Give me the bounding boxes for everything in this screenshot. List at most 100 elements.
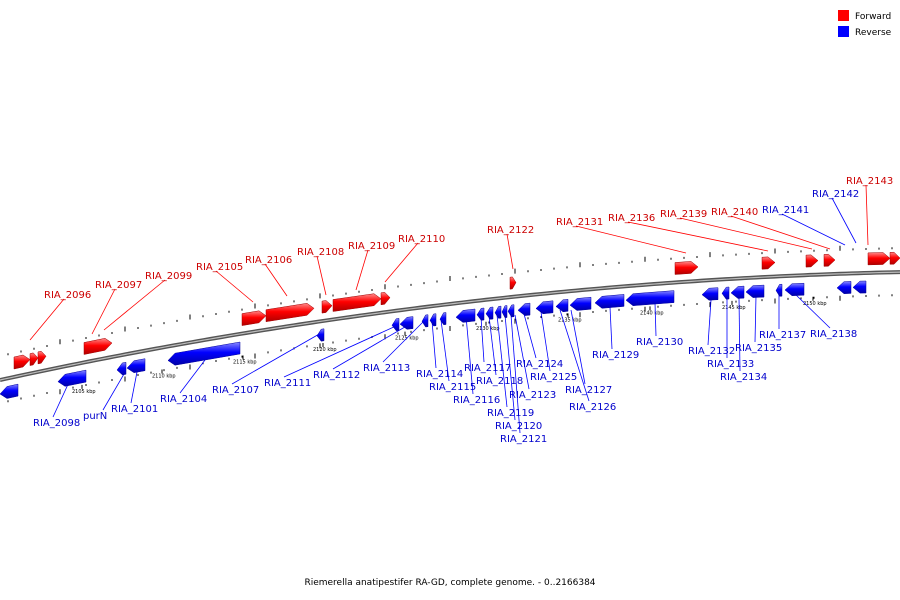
label-RIA_2112: RIA_2112	[313, 370, 360, 381]
leader-RIA_2119	[496, 314, 508, 408]
forward-15-gene	[889, 251, 900, 265]
label-RIA_2101: RIA_2101	[111, 404, 158, 415]
reverse-27-gene	[775, 283, 783, 297]
forward-13-gene	[823, 253, 836, 267]
legend: Forward Reverse	[838, 10, 892, 38]
leader-RIA_2105	[215, 270, 254, 303]
label-RIA_2131: RIA_2131	[556, 217, 603, 228]
label-RIA_2124: RIA_2124	[516, 359, 563, 370]
label-RIA_2126: RIA_2126	[569, 402, 616, 413]
label-RIA_2111: RIA_2111	[264, 378, 311, 389]
backbone-highlight	[0, 271, 900, 381]
label-RIA_2119: RIA_2119	[487, 408, 534, 419]
leader-RIA_2113	[382, 319, 426, 363]
forward-3-gene	[83, 338, 113, 355]
label-RIA_2135: RIA_2135	[735, 343, 782, 354]
forward-14-gene	[867, 252, 891, 266]
leader-RIA_2126	[559, 309, 590, 402]
label-RIA_2127: RIA_2127	[565, 385, 612, 396]
leader-RIA_2117	[480, 316, 485, 363]
legend-label-reverse: Reverse	[855, 28, 892, 38]
label-RIA_2121: RIA_2121	[500, 434, 547, 445]
leader-RIA_2141	[781, 213, 846, 246]
reverse-16-gene	[507, 304, 515, 318]
reverse-0-gene	[0, 383, 19, 399]
leader-RIA_2120	[504, 314, 516, 421]
reverse-24-gene	[721, 286, 730, 300]
label-RIA_2139: RIA_2139	[660, 209, 707, 220]
reverse-17-gene	[517, 302, 531, 316]
genome-caption: Riemerella anatipestifer RA-GD, complete…	[304, 578, 596, 588]
reverse-1-gene	[57, 369, 87, 387]
leader-RIA_2122	[506, 233, 514, 270]
leader-RIA_2121	[510, 314, 521, 434]
reverse-28-gene	[784, 282, 805, 296]
kbp-tick-label: 2130 kbp	[476, 326, 500, 332]
label-RIA_2117: RIA_2117	[464, 363, 511, 374]
kbp-tick-label: 2135 kbp	[558, 317, 582, 323]
label-RIA_2116: RIA_2116	[453, 395, 500, 406]
leader-RIA_2112	[332, 323, 411, 370]
label-RIA_2113: RIA_2113	[363, 363, 410, 374]
reverse-26-gene	[745, 284, 765, 298]
label-RIA_2108: RIA_2108	[297, 247, 344, 258]
label-RIA_2132: RIA_2132	[688, 346, 735, 357]
forward-5-gene	[265, 303, 315, 322]
forward-9-gene	[509, 276, 517, 290]
leader-RIA_2136	[627, 221, 769, 252]
reverse-25-gene	[730, 285, 745, 299]
leader-RIA_2125	[540, 311, 551, 372]
gene-features	[0, 251, 900, 399]
leader-RIA_2129	[609, 306, 613, 350]
label-RIA_2130: RIA_2130	[636, 337, 683, 348]
label-RIA_2104: RIA_2104	[160, 394, 207, 405]
label-RIA_2140: RIA_2140	[711, 207, 758, 218]
forward-12-gene	[805, 254, 819, 268]
label-RIA_2105: RIA_2105	[196, 262, 243, 273]
leader-RIA_2123	[514, 314, 530, 390]
leader-RIA_2132	[707, 299, 712, 346]
leader-RIA_2104	[179, 359, 206, 394]
reverse-8-gene	[421, 314, 429, 328]
leader-RIA_2131	[575, 225, 687, 254]
reverse-5-gene	[316, 328, 325, 342]
kbp-tick-label: 2120 kbp	[313, 347, 337, 353]
reverse-2-gene	[116, 362, 127, 376]
leader-RIA_2106	[264, 263, 288, 297]
label-RIA_2122: RIA_2122	[487, 225, 534, 236]
leader-RIA_2134	[738, 297, 741, 372]
label-RIA_2138: RIA_2138	[810, 329, 857, 340]
reverse-3-gene	[126, 358, 146, 373]
label-RIA_2120: RIA_2120	[495, 421, 542, 432]
forward-7-gene	[332, 293, 382, 312]
leader-RIA_2116	[465, 315, 474, 395]
label-RIA_2110: RIA_2110	[398, 234, 445, 245]
leader-RIA_2114	[431, 320, 437, 369]
leader-RIA_2127	[570, 309, 586, 385]
reverse-30-gene	[852, 280, 867, 294]
reverse-7-gene	[399, 316, 414, 330]
leader-RIA_2140	[730, 215, 831, 250]
kbp-tick-label: 2145 kbp	[722, 305, 746, 311]
forward-2-gene	[37, 350, 47, 365]
reverse-11-gene	[455, 308, 476, 323]
label-RIA_2098: RIA_2098	[33, 418, 80, 429]
forward-1-gene	[29, 352, 39, 366]
reverse-22-gene	[625, 290, 675, 306]
leader-RIA_2096	[29, 298, 65, 341]
leader-RIA_2142	[831, 197, 857, 244]
reverse-10-gene	[439, 312, 447, 325]
reverse-9-gene	[429, 313, 437, 327]
forward-8-gene	[380, 292, 391, 306]
label-RIA_2107: RIA_2107	[212, 385, 259, 396]
label-RIA_2137: RIA_2137	[759, 330, 806, 341]
label-RIA_2141: RIA_2141	[762, 205, 809, 216]
leader-RIA_2098	[52, 379, 71, 418]
label-RIA_2136: RIA_2136	[608, 213, 655, 224]
reverse-23-gene	[701, 287, 719, 301]
reverse-19-gene	[555, 299, 569, 313]
label-purN: purN	[83, 411, 107, 422]
